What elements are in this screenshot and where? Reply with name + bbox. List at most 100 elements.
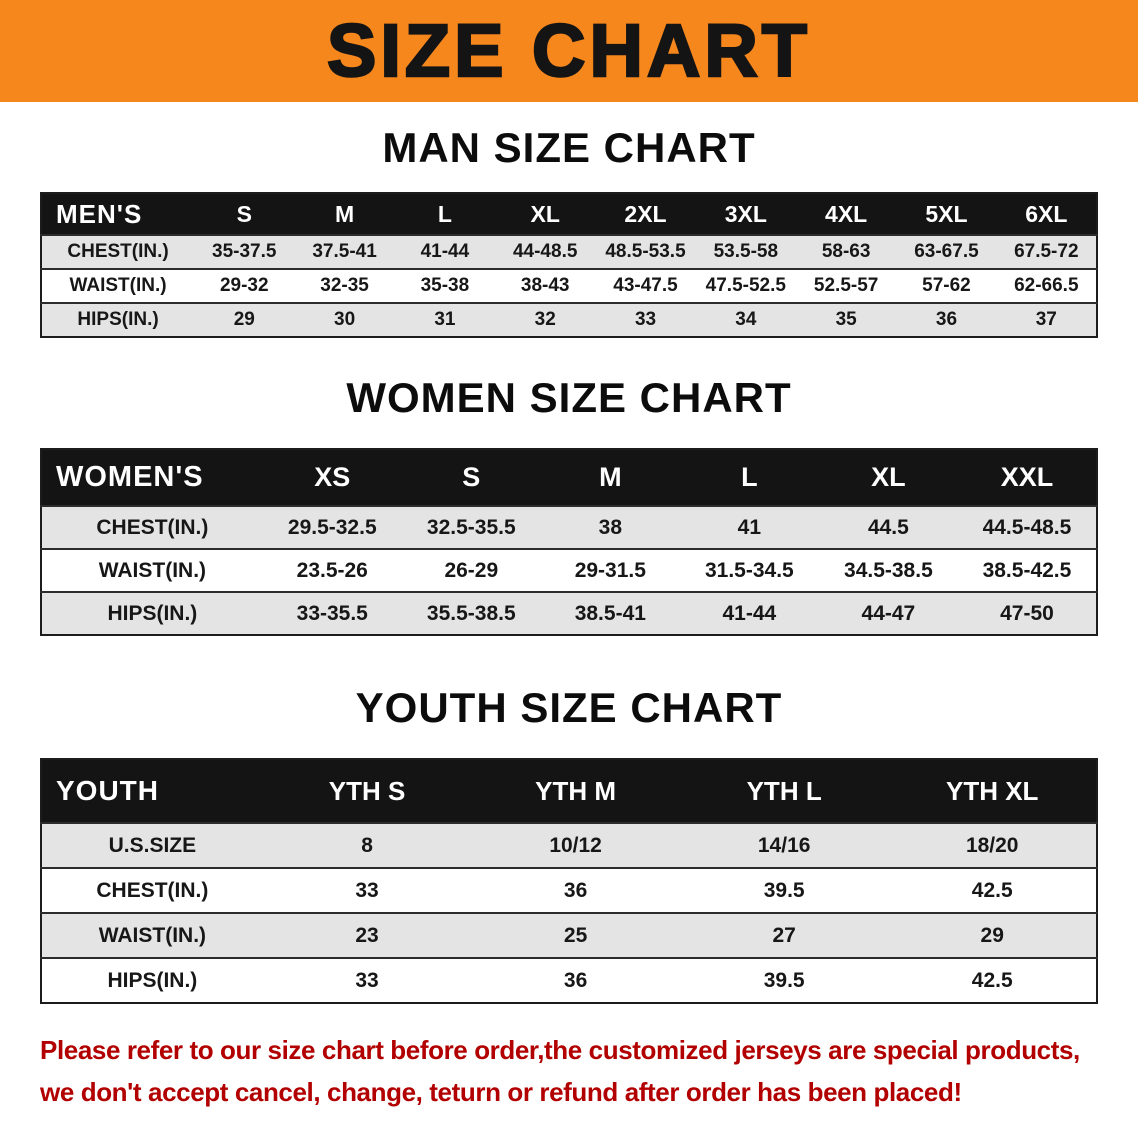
size-value-cell: 41 bbox=[679, 505, 819, 549]
size-value-cell: 23 bbox=[262, 912, 472, 958]
measurement-row-label: WAIST(IN.) bbox=[41, 548, 263, 592]
size-column-header: L bbox=[679, 449, 819, 506]
size-column-header: 6XL bbox=[996, 193, 1097, 235]
size-value-cell: 38.5-42.5 bbox=[957, 548, 1097, 592]
table-header-row: MEN'S S M L XL 2XL 3XL 4XL 5XL 6XL bbox=[41, 193, 1097, 235]
size-value-cell: 29-32 bbox=[194, 268, 295, 303]
size-value-cell: 33-35.5 bbox=[262, 591, 402, 635]
size-value-cell: 34 bbox=[695, 302, 796, 337]
size-value-cell: 48.5-53.5 bbox=[595, 234, 696, 269]
size-value-cell: 39.5 bbox=[679, 867, 889, 913]
size-value-cell: 43-47.5 bbox=[595, 268, 696, 303]
size-value-cell: 63-67.5 bbox=[896, 234, 997, 269]
size-value-cell: 32 bbox=[495, 302, 596, 337]
size-value-cell: 57-62 bbox=[896, 268, 997, 303]
size-column-header: XXL bbox=[957, 449, 1097, 506]
size-value-cell: 44-48.5 bbox=[495, 234, 596, 269]
size-value-cell: 44-47 bbox=[818, 591, 958, 635]
size-column-header: XL bbox=[818, 449, 958, 506]
size-table: WOMEN'S XS S M L XL XXL CHEST(IN.) 29.5-32.5 32.… bbox=[40, 448, 1098, 636]
size-value-cell: 35 bbox=[795, 302, 897, 337]
size-value-cell: 39.5 bbox=[679, 957, 889, 1003]
size-column-header: M bbox=[540, 449, 680, 506]
size-value-cell: 25 bbox=[471, 912, 680, 958]
size-value-cell: 30 bbox=[294, 302, 395, 337]
measurement-row-label: HIPS(IN.) bbox=[41, 302, 195, 337]
section-heading: YOUTH SIZE CHART bbox=[355, 684, 783, 731]
size-value-cell: 38 bbox=[540, 505, 680, 549]
size-value-cell: 14/16 bbox=[679, 822, 889, 868]
disclaimer-line-2: we don't accept cancel, change, teturn o… bbox=[40, 1076, 962, 1107]
section-heading: MAN SIZE CHART bbox=[382, 124, 756, 171]
size-column-header: S bbox=[401, 449, 541, 506]
size-column-header: XS bbox=[262, 449, 402, 506]
size-value-cell: 34.5-38.5 bbox=[818, 548, 958, 592]
size-value-cell: 42.5 bbox=[888, 867, 1097, 913]
size-value-cell: 31.5-34.5 bbox=[679, 548, 819, 592]
size-column-header: 5XL bbox=[896, 193, 997, 235]
size-value-cell: 33 bbox=[262, 867, 472, 913]
size-value-cell: 41-44 bbox=[679, 591, 819, 635]
table-header-row: YOUTH YTH S YTH M YTH L YTH XL bbox=[41, 759, 1097, 823]
size-value-cell: 38-43 bbox=[495, 268, 596, 303]
measurement-row-label: WAIST(IN.) bbox=[41, 268, 195, 303]
size-value-cell: 37 bbox=[996, 302, 1097, 337]
size-value-cell: 52.5-57 bbox=[795, 268, 897, 303]
size-value-cell: 47.5-52.5 bbox=[695, 268, 796, 303]
size-table: MEN'S S M L XL 2XL 3XL 4XL 5XL 6XL CHEST(IN.) 35-3… bbox=[40, 192, 1098, 338]
size-chart-section: YOUTH SIZE CHART YOUTH YTH S YTH M YTH L YTH… bbox=[40, 684, 1098, 1004]
size-value-cell: 37.5-41 bbox=[294, 234, 395, 269]
size-column-header: XL bbox=[495, 193, 596, 235]
measurement-row-label: WAIST(IN.) bbox=[41, 912, 263, 958]
size-value-cell: 29 bbox=[888, 912, 1097, 958]
size-value-cell: 53.5-58 bbox=[695, 234, 796, 269]
size-value-cell: 35-37.5 bbox=[194, 234, 295, 269]
size-value-cell: 18/20 bbox=[888, 822, 1097, 868]
measurement-row-label: CHEST(IN.) bbox=[41, 867, 263, 913]
disclaimer-line-1: Please refer to our size chart before or… bbox=[40, 1035, 1080, 1065]
size-value-cell: 23.5-26 bbox=[262, 548, 402, 592]
size-value-cell: 33 bbox=[595, 302, 696, 337]
size-column-header: YTH L bbox=[679, 759, 889, 823]
measurement-row-label: CHEST(IN.) bbox=[41, 505, 263, 549]
size-value-cell: 35.5-38.5 bbox=[401, 591, 541, 635]
size-value-cell: 47-50 bbox=[957, 591, 1097, 635]
disclaimer-text: Please refer to our size chart before or… bbox=[40, 1030, 1120, 1113]
table-corner-label: WOMEN'S bbox=[41, 449, 263, 506]
size-column-header: YTH XL bbox=[888, 759, 1097, 823]
size-column-header: 4XL bbox=[795, 193, 897, 235]
table-row: WAIST(IN.) 23.5-26 26-29 29-31.5 31.5-34.5 34… bbox=[41, 548, 1097, 592]
size-column-header: S bbox=[194, 193, 295, 235]
table-row: U.S.SIZE 8 10/12 14/16 18/20 bbox=[41, 822, 1097, 868]
table-row: CHEST(IN.) 35-37.5 37.5-41 41-44 44-48.5 48.5… bbox=[41, 234, 1097, 269]
measurement-row-label: HIPS(IN.) bbox=[41, 957, 263, 1003]
size-column-header: M bbox=[294, 193, 395, 235]
size-value-cell: 36 bbox=[471, 957, 680, 1003]
size-value-cell: 32-35 bbox=[294, 268, 395, 303]
size-chart-sections: MAN SIZE CHART MEN'S S M L XL 2XL 3XL 4XL 5XL 6XL… bbox=[0, 124, 1138, 1004]
size-value-cell: 32.5-35.5 bbox=[401, 505, 541, 549]
table-row: HIPS(IN.) 29 30 31 32 33 34 35 36 37 bbox=[41, 302, 1097, 337]
size-value-cell: 29 bbox=[194, 302, 295, 337]
table-row: CHEST(IN.) 33 36 39.5 42.5 bbox=[41, 867, 1097, 913]
table-row: CHEST(IN.) 29.5-32.5 32.5-35.5 38 41 44.5 44.5… bbox=[41, 505, 1097, 549]
size-value-cell: 10/12 bbox=[471, 822, 680, 868]
table-row: HIPS(IN.) 33 36 39.5 42.5 bbox=[41, 957, 1097, 1003]
section-heading: WOMEN SIZE CHART bbox=[346, 374, 792, 421]
size-column-header: YTH M bbox=[471, 759, 680, 823]
size-value-cell: 62-66.5 bbox=[996, 268, 1097, 303]
size-value-cell: 38.5-41 bbox=[540, 591, 680, 635]
measurement-row-label: U.S.SIZE bbox=[41, 822, 263, 868]
table-row: WAIST(IN.) 23 25 27 29 bbox=[41, 912, 1097, 958]
table-header-row: WOMEN'S XS S M L XL XXL bbox=[41, 449, 1097, 506]
size-column-header: L bbox=[394, 193, 496, 235]
size-value-cell: 31 bbox=[394, 302, 496, 337]
size-value-cell: 67.5-72 bbox=[996, 234, 1097, 269]
table-corner-label: MEN'S bbox=[41, 193, 195, 235]
size-column-header: YTH S bbox=[262, 759, 472, 823]
table-row: HIPS(IN.) 33-35.5 35.5-38.5 38.5-41 41-44 44-… bbox=[41, 591, 1097, 635]
size-value-cell: 29.5-32.5 bbox=[262, 505, 402, 549]
measurement-row-label: HIPS(IN.) bbox=[41, 591, 263, 635]
size-value-cell: 44.5-48.5 bbox=[957, 505, 1097, 549]
size-value-cell: 33 bbox=[262, 957, 472, 1003]
